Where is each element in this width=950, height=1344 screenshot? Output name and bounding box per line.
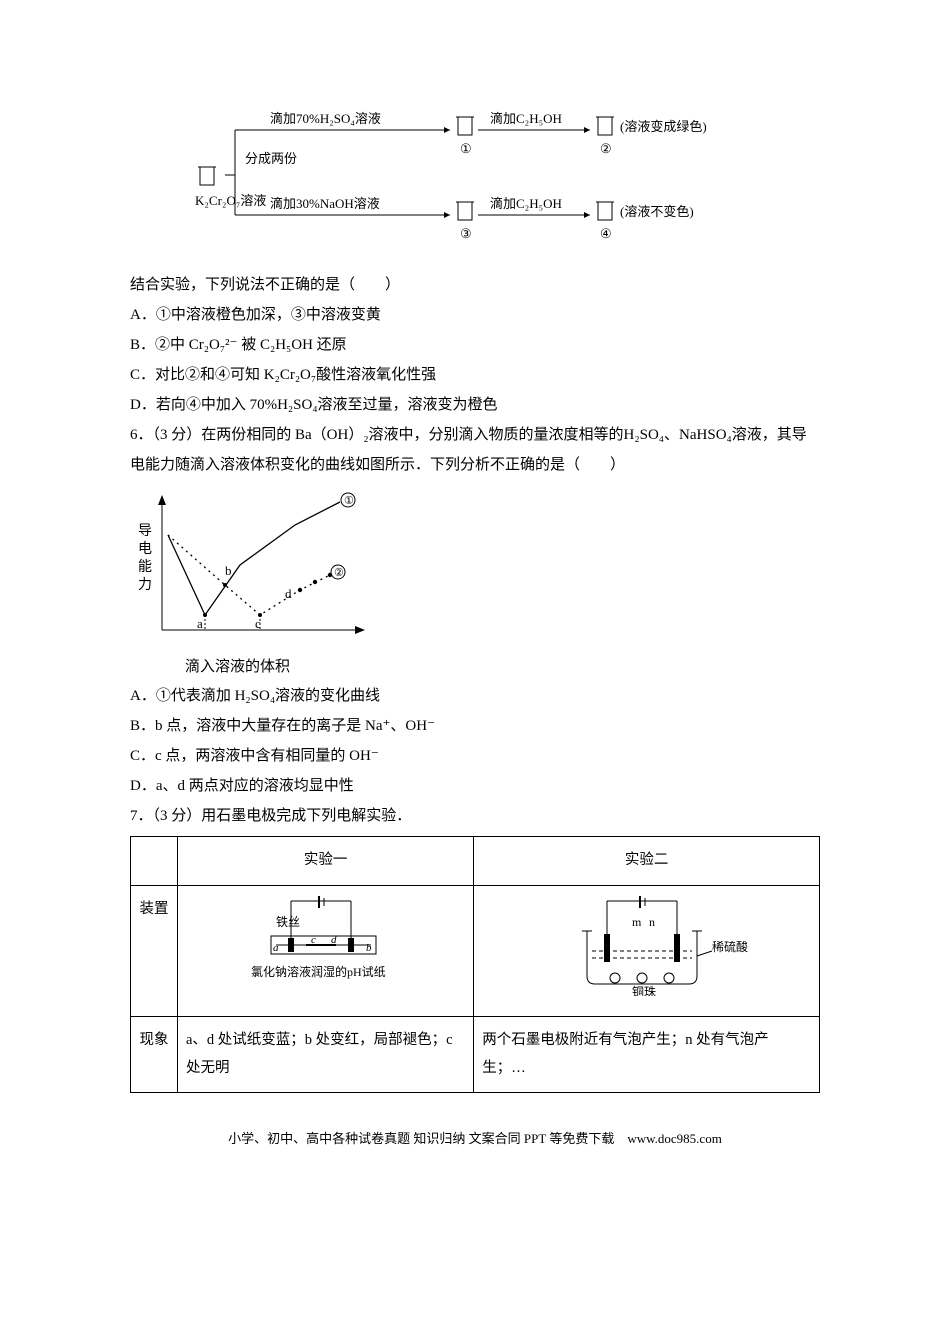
q5-opt-c: C．对比②和④可知 K₂Cr₂O₇酸性溶液氧化性强 — [130, 360, 820, 390]
diag-b1-s2: 滴加C₂H₅OH — [490, 111, 562, 126]
diag-b2-res: (溶液不变色) — [620, 204, 694, 219]
page-content: K₂Cr₂O₇溶液 分成两份 滴加70%H₂SO₄溶液 ① 滴加C₂H₅OH ②… — [0, 0, 950, 1187]
q6-opt-b: B．b 点，溶液中大量存在的离子是 Na⁺、OH⁻ — [130, 711, 820, 741]
q6-opt-c: C．c 点，两溶液中含有相同量的 OH⁻ — [130, 741, 820, 771]
cell-b1: a、d 处试纸变蓝；b 处变红，局部褪色；c 处无明 — [178, 1017, 474, 1093]
q5-intro: 结合实验，下列说法不正确的是（ ） — [130, 270, 820, 300]
mark1: ① — [344, 495, 354, 507]
ylab2: 能 — [138, 559, 152, 575]
diag-b2-s2: 滴加C₂H₅OH — [490, 196, 562, 211]
q7-stem: 7．（3 分）用石墨电极完成下列电解实验． — [130, 801, 820, 831]
experiment-table: 实验一 实验二 装置 铁丝 a — [130, 836, 820, 1093]
conductivity-chart-svg: 导 电 能 力 ① ② a b c d — [130, 490, 375, 650]
cell-rowB: 现象 — [131, 1017, 178, 1093]
page-footer: 小学、初中、高中各种试卷真题 知识归纳 文案合同 PPT 等免费下载 www.d… — [130, 1128, 820, 1147]
cell-h2: 实验二 — [474, 837, 820, 886]
mark2: ② — [334, 567, 344, 579]
acid-label: 稀硫酸 — [712, 939, 748, 954]
q6-opt-d: D．a、d 两点对应的溶液均显中性 — [130, 771, 820, 801]
cell-h1: 实验一 — [178, 837, 474, 886]
reaction-diagram: K₂Cr₂O₇溶液 分成两份 滴加70%H₂SO₄溶液 ① 滴加C₂H₅OH ②… — [130, 95, 820, 250]
q5-opt-d: D．若向④中加入 70%H₂SO₄溶液至过量，溶液变为橙色 — [130, 390, 820, 420]
conductivity-chart: 导 电 能 力 ① ② a b c d 滴入溶液的体积 — [130, 490, 820, 676]
cu-label: 铜珠 — [632, 984, 656, 996]
dev1-caption: 氯化钠溶液润湿的pH试纸 — [251, 964, 386, 979]
diag-b1-s1: 滴加70%H₂SO₄溶液 — [270, 111, 381, 126]
q5-opt-b: B．②中 Cr₂O₇²⁻ 被 C₂H₅OH 还原 — [130, 330, 820, 360]
q5-opt-a: A．①中溶液橙色加深，③中溶液变黄 — [130, 300, 820, 330]
pt-a: a — [197, 616, 203, 631]
circ2: ② — [600, 141, 612, 156]
table-row: 装置 铁丝 a c d b — [131, 885, 820, 1017]
ln: n — [649, 915, 655, 929]
wire-label: 铁丝 — [276, 915, 300, 929]
device1-svg: 铁丝 a c d b 氯化钠溶液润湿的pH试纸 — [231, 896, 421, 991]
cell-blank — [131, 837, 178, 886]
pt-d: d — [285, 586, 292, 601]
ylab3: 力 — [138, 577, 152, 593]
lb: b — [366, 942, 372, 954]
circ3: ③ — [460, 226, 472, 241]
table-row: 现象 a、d 处试纸变蓝；b 处变红，局部褪色；c 处无明 两个石墨电极附近有气… — [131, 1017, 820, 1093]
ylab0: 导 — [138, 524, 152, 539]
diag-split-label: 分成两份 — [245, 151, 297, 166]
la: a — [273, 942, 279, 954]
device2-svg: m n 稀硫酸 铜珠 — [537, 896, 757, 996]
circ4: ④ — [600, 226, 612, 241]
q6-opt-a: A．①代表滴加 H₂SO₄溶液的变化曲线 — [130, 681, 820, 711]
table-row: 实验一 实验二 — [131, 837, 820, 886]
device1-cell: 铁丝 a c d b 氯化钠溶液润湿的pH试纸 — [178, 885, 474, 1017]
reaction-diagram-svg: K₂Cr₂O₇溶液 分成两份 滴加70%H₂SO₄溶液 ① 滴加C₂H₅OH ②… — [195, 95, 755, 245]
ylab1: 电 — [138, 541, 152, 557]
lm: m — [632, 915, 642, 929]
diag-b1-res: (溶液变成绿色) — [620, 119, 707, 134]
chart-xlabel: 滴入溶液的体积 — [185, 655, 820, 676]
q6-stem: 6．（3 分）在两份相同的 Ba（OH）₂溶液中，分别滴入物质的量浓度相等的H₂… — [130, 420, 820, 480]
cell-b2: 两个石墨电极附近有气泡产生；n 处有气泡产生；… — [474, 1017, 820, 1093]
pt-b: b — [225, 563, 232, 578]
device2-cell: m n 稀硫酸 铜珠 — [474, 885, 820, 1017]
diag-b2-s1: 滴加30%NaOH溶液 — [270, 196, 380, 211]
cell-rowA: 装置 — [131, 885, 178, 1017]
diag-left-label: K₂Cr₂O₇溶液 — [195, 193, 266, 208]
circ1: ① — [460, 141, 472, 156]
